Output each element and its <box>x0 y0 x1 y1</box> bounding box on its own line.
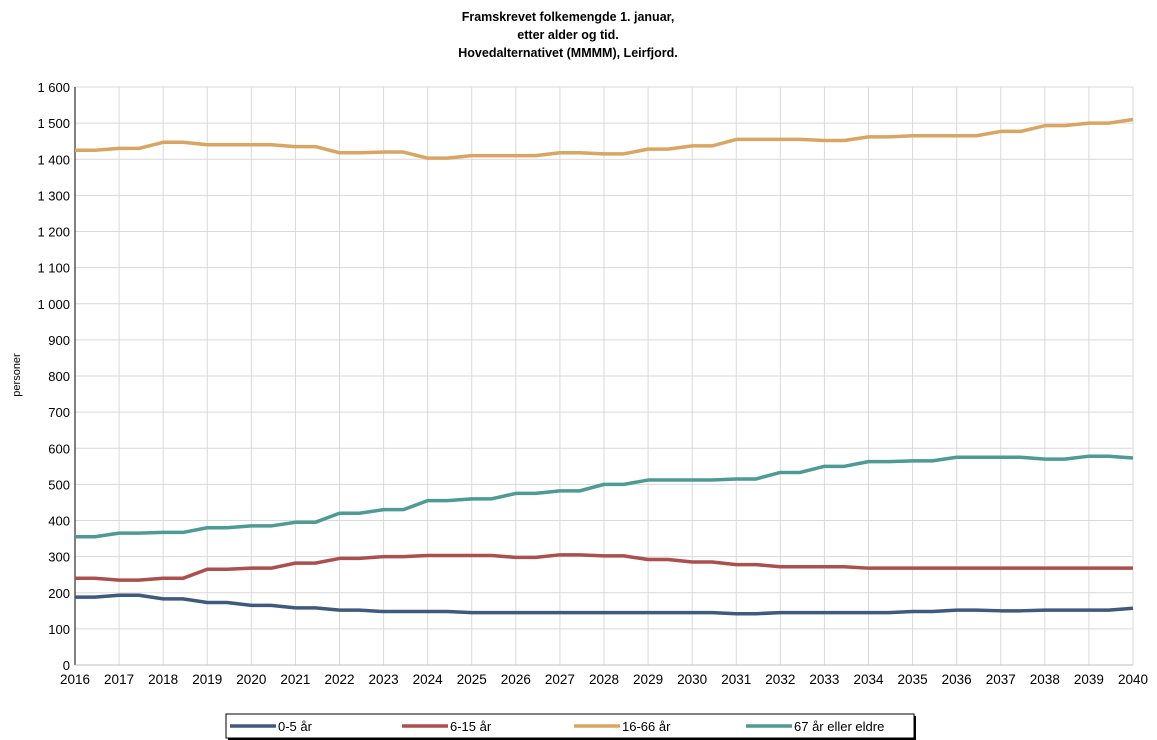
x-tick-label: 2035 <box>898 672 928 687</box>
x-tick-label: 2018 <box>148 672 178 687</box>
x-tick-label: 2028 <box>589 672 619 687</box>
legend-label: 16-66 år <box>622 719 671 734</box>
y-tick-label: 900 <box>48 333 70 348</box>
grid <box>74 86 1134 666</box>
x-tick-label: 2019 <box>192 672 222 687</box>
chart-title-line-2: etter alder og tid. <box>517 28 618 42</box>
series-line-4 <box>75 454 1134 539</box>
y-tick-label: 700 <box>48 405 70 420</box>
legend: 0-5 år 6-15 år 16-66 år 67 år eller eldre <box>225 713 916 740</box>
x-tick-label: 2024 <box>413 672 444 687</box>
legend-label: 6-15 år <box>450 719 492 734</box>
x-tick-label: 2031 <box>721 672 751 687</box>
x-tick-label: 2036 <box>942 672 972 687</box>
y-tick-label: 1 000 <box>37 297 70 312</box>
legend-box <box>225 713 915 739</box>
y-tick-label: 0 <box>63 658 70 673</box>
x-tick-label: 2023 <box>369 672 399 687</box>
y-tick-label: 500 <box>48 477 70 492</box>
y-tick-label: 1 400 <box>37 152 70 167</box>
chart-title-line-1: Framskrevet folkemengde 1. januar, <box>462 10 675 24</box>
x-tick-label: 2026 <box>501 672 531 687</box>
y-tick-label: 1 100 <box>37 261 70 276</box>
x-tick-label: 2027 <box>545 672 575 687</box>
x-tick-label: 2016 <box>60 672 90 687</box>
x-tick-label: 2032 <box>765 672 795 687</box>
chart-title-line-3: Hovedalternativet (MMMM), Leirfjord. <box>458 46 677 60</box>
x-tick-label: 2020 <box>236 672 266 687</box>
y-tick-label: 1 600 <box>37 80 70 95</box>
y-tick-label: 800 <box>48 369 70 384</box>
x-tick-label: 2037 <box>986 672 1016 687</box>
x-tick-label: 2025 <box>457 672 487 687</box>
y-tick-label: 1 500 <box>37 116 70 131</box>
x-axis-ticks: 2016 2017 2018 2019 2020 2021 2022 2023 2024 2025… <box>60 672 1148 687</box>
x-tick-label: 2034 <box>853 672 884 687</box>
x-tick-label: 2030 <box>677 672 707 687</box>
y-tick-label: 400 <box>48 514 70 529</box>
series-line-1 <box>75 593 1134 616</box>
y-tick-label: 600 <box>48 441 70 456</box>
series-lines <box>75 117 1134 616</box>
y-axis-label: personer <box>11 353 23 397</box>
series-line-2 <box>75 553 1133 582</box>
x-tick-label: 2040 <box>1118 672 1148 687</box>
x-tick-label: 2029 <box>633 672 663 687</box>
chart-title: Framskrevet folkemengde 1. januar, etter… <box>458 10 677 60</box>
series-line-3 <box>75 117 1134 160</box>
y-tick-label: 1 200 <box>37 225 70 240</box>
legend-label: 67 år eller eldre <box>794 719 884 734</box>
legend-label: 0-5 år <box>278 719 313 734</box>
x-tick-label: 2021 <box>280 672 310 687</box>
x-tick-label: 2038 <box>1030 672 1060 687</box>
x-tick-label: 2033 <box>809 672 839 687</box>
y-tick-label: 300 <box>48 550 70 565</box>
y-tick-label: 1 300 <box>37 188 70 203</box>
x-tick-label: 2022 <box>324 672 354 687</box>
y-axis-ticks: 0 100 200 300 400 500 600 700 800 900 1 000 1 100 1 … <box>37 80 70 673</box>
x-tick-label: 2017 <box>104 672 134 687</box>
y-tick-label: 200 <box>48 586 70 601</box>
y-tick-label: 100 <box>48 622 70 637</box>
x-tick-label: 2039 <box>1074 672 1104 687</box>
